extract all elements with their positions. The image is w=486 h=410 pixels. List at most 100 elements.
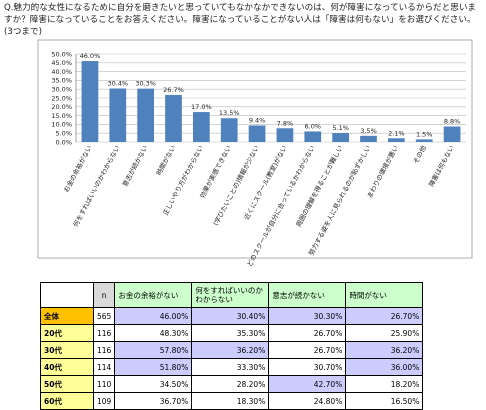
table-cell: 28.20%	[191, 375, 270, 393]
value-label: 8.8%	[444, 118, 461, 126]
value-label: 46.0%	[80, 52, 101, 60]
table-cell: n	[92, 282, 116, 308]
x-tick-label: その他	[411, 143, 428, 165]
table-cell: 18.20%	[345, 375, 424, 393]
value-label: 30.3%	[135, 80, 156, 88]
value-label: 3.5%	[360, 127, 377, 135]
table-cell: 36.20%	[191, 341, 270, 359]
bar	[220, 118, 238, 142]
table-row: 20代 116 48.30% 35.30% 26.70% 25.90%	[40, 324, 424, 342]
x-tick-label: 意志が続かない	[120, 144, 149, 188]
table-cell: 46.00%	[114, 307, 193, 325]
table-cell: 109	[92, 392, 116, 410]
value-label: 2.1%	[388, 129, 405, 137]
chart-frame	[37, 39, 473, 259]
y-tick-label: 10.0%	[51, 121, 72, 129]
value-label: 1.5%	[416, 130, 433, 138]
value-label: 13.5%	[219, 109, 240, 117]
table-row: 50代 110 34.50% 28.20% 42.70% 18.20%	[40, 375, 424, 393]
table-cell: 57.80%	[114, 341, 193, 359]
table-cell: 30代	[40, 341, 94, 359]
y-tick-label: 40.0%	[51, 68, 72, 76]
value-label: 9.4%	[249, 116, 266, 124]
y-tick-label: 25.0%	[51, 94, 72, 102]
table-cell: 51.80%	[114, 358, 193, 376]
y-tick-label: 15.0%	[51, 112, 72, 120]
table-cell: 何をすればいいのかわからない	[191, 282, 270, 308]
table-cell	[40, 282, 94, 308]
table-cell: 26.70%	[268, 324, 347, 342]
table-cell: 36.20%	[345, 341, 424, 359]
y-tick-label: 5.0%	[55, 130, 72, 138]
bar	[109, 88, 127, 142]
table-cell: 30.40%	[191, 307, 270, 325]
table-cell: 18.30%	[191, 392, 270, 410]
bar	[276, 128, 294, 142]
y-tick-label: 30.0%	[51, 86, 72, 94]
table-cell: 110	[92, 375, 116, 393]
bar	[165, 95, 182, 142]
table-row: 40代 114 51.80% 33.30% 30.70% 36.00%	[40, 358, 424, 376]
header-row: n お金の余裕がない 何をすればいいのかわからない 意志が続かない 時間がない	[40, 282, 424, 308]
value-label: 30.4%	[107, 79, 128, 87]
x-tick-label: 周囲の理解を得ることが難しい	[294, 144, 345, 229]
table-cell: 35.30%	[191, 324, 270, 342]
table-cell: 34.50%	[114, 375, 193, 393]
table-cell: 36.70%	[114, 392, 193, 410]
bar	[248, 125, 266, 142]
y-tick-label: 50.0%	[51, 50, 72, 58]
value-label: 5.1%	[332, 124, 349, 132]
y-tick-label: 35.0%	[51, 77, 72, 85]
table-cell: 42.70%	[268, 375, 347, 393]
table-cell: 25.90%	[345, 324, 424, 342]
table-row: 30代 116 57.80% 36.20% 26.70% 36.20%	[40, 341, 424, 359]
bar	[193, 112, 210, 142]
y-tick-label: 0.0%	[55, 138, 72, 146]
table-cell: 116	[92, 324, 116, 342]
y-tick-label: 20.0%	[51, 103, 72, 111]
table-cell: 33.30%	[191, 358, 270, 376]
table-cell: 時間がない	[345, 282, 424, 308]
table-cell: 60代	[40, 392, 94, 410]
table-cell: 40代	[40, 358, 94, 376]
table-cell: 意志が続かない	[268, 282, 347, 308]
table-cell: 26.70%	[345, 307, 424, 325]
table-cell: 30.70%	[268, 358, 347, 376]
y-tick-label: 45.0%	[51, 59, 72, 67]
table-cell: 50代	[40, 375, 94, 393]
table-cell: 24.80%	[268, 392, 347, 410]
page: Q.魅力的な女性になるために自分を磨きたいと思っていてもなかなかできないのは、何…	[4, 3, 477, 410]
bar	[360, 135, 377, 142]
table-cell: 16.50%	[345, 392, 424, 410]
x-tick-label: 障害は何もない	[427, 144, 456, 188]
x-tick-label: 何をすればいいのかわからない	[71, 144, 122, 229]
value-label: 7.8%	[277, 119, 294, 127]
table-cell: 116	[92, 341, 116, 359]
bar	[137, 88, 154, 142]
bar	[415, 139, 433, 142]
x-tick-label: (学びたいことの)情報が少ない	[211, 144, 261, 227]
table-cell: 36.00%	[345, 358, 424, 376]
table-cell: 30.30%	[268, 307, 347, 325]
table-cell: 20代	[40, 324, 94, 342]
table-row: 60代 109 36.70% 18.30% 24.80% 16.50%	[40, 392, 424, 410]
table-cell: 全体	[40, 307, 94, 325]
table-cell: 565	[92, 307, 116, 325]
bar	[388, 138, 405, 142]
table: n お金の余裕がない 何をすればいいのかわからない 意志が続かない 時間がない 全体 565…	[40, 282, 424, 410]
bar	[304, 131, 322, 142]
value-label: 17.0%	[191, 103, 212, 111]
table-row: 全体 565 46.00% 30.40% 30.30% 26.70%	[40, 307, 424, 325]
table-cell: 48.30%	[114, 324, 193, 342]
bar	[332, 133, 349, 142]
chart: 0.0%5.0%10.0%15.0%20.0%25.0%30.0%35.0%40…	[37, 39, 473, 268]
question: Q.魅力的な女性になるために自分を磨きたいと思っていてもなかなかできないのは、何…	[4, 3, 477, 37]
value-label: 6.0%	[305, 122, 322, 130]
table-cell: 114	[92, 358, 116, 376]
x-tick-label: 時間がない	[154, 144, 177, 177]
x-tick-label: お金の余裕がない	[61, 144, 93, 194]
table-cell: お金の余裕がない	[114, 282, 193, 308]
value-label: 26.7%	[163, 86, 184, 94]
bar	[443, 126, 461, 142]
table-cell: 26.70%	[268, 341, 347, 359]
